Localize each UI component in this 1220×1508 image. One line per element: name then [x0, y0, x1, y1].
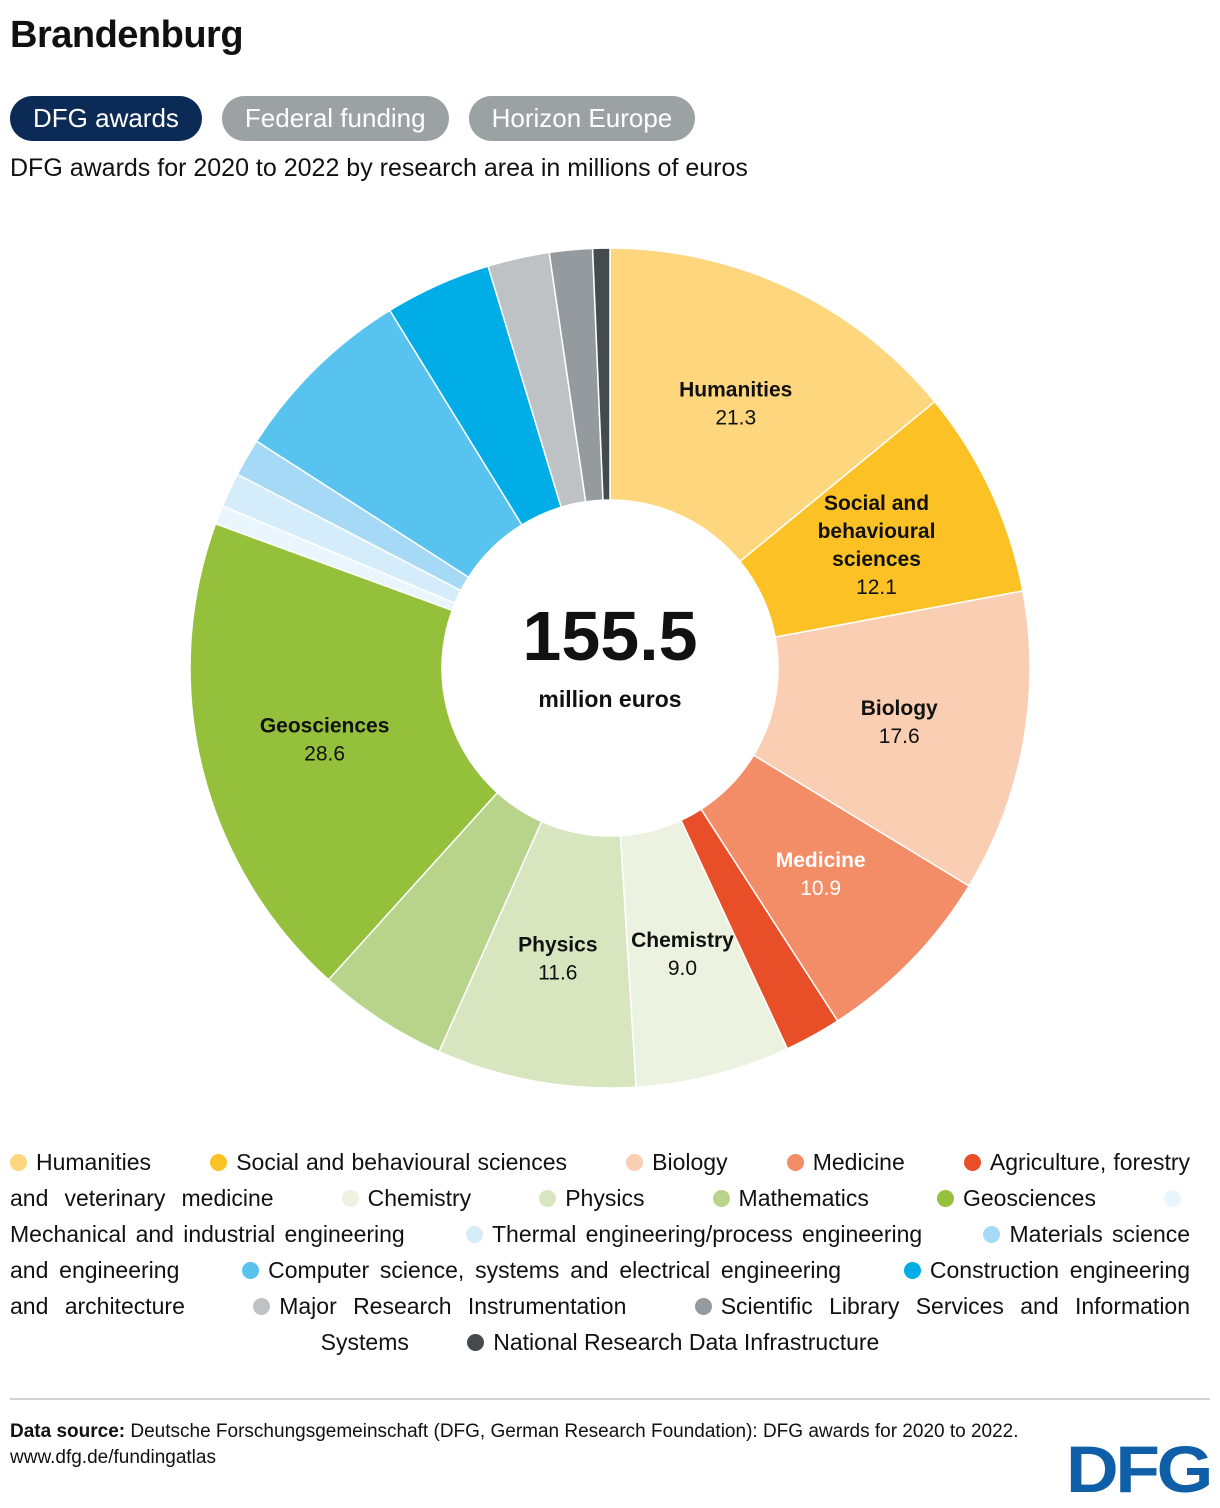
data-source-text: Deutsche Forschungsgemeinschaft (DFG, Ge… — [130, 1421, 1019, 1442]
legend-item[interactable]: Mathematics — [712, 1185, 869, 1211]
legend-swatch — [626, 1154, 644, 1171]
legend-label: Mathematics — [738, 1185, 869, 1211]
legend-swatch — [694, 1298, 712, 1315]
slice-label: Chemistry 9.0 — [631, 929, 734, 980]
donut-slices — [189, 247, 1031, 1089]
legend-item[interactable]: Mechanical and industrial engineering — [10, 1185, 1190, 1247]
slice-label-name: Chemistry — [631, 929, 734, 952]
legend-swatch — [242, 1262, 260, 1279]
legend-label: National Research Data Infrastructure — [493, 1329, 880, 1355]
slice-label: Biology 17.6 — [861, 697, 938, 748]
chart-legend: Humanities Social and behavioural scienc… — [10, 1144, 1190, 1360]
legend-item[interactable]: Construction engineering and architectur… — [10, 1257, 1190, 1319]
slice-label-name: Social and — [824, 492, 929, 515]
legend-swatch — [963, 1154, 981, 1171]
legend-item[interactable]: Medicine — [786, 1149, 905, 1175]
legend-item[interactable]: Biology — [626, 1149, 728, 1175]
slice-biology[interactable] — [752, 590, 1031, 888]
legend-swatch — [937, 1190, 954, 1207]
tab-dfg-awards[interactable]: DFG awards — [10, 96, 202, 141]
tab-bar: DFG awards Federal funding Horizon Europ… — [10, 96, 696, 141]
slice-label-value: 12.1 — [856, 576, 897, 599]
slice-label: Medicine 10.9 — [776, 849, 866, 900]
slice-label-value: 21.3 — [715, 406, 756, 429]
center-total-value: 155.5 — [522, 597, 697, 675]
legend-label: Construction engineering and architectur… — [10, 1257, 1190, 1319]
legend-item[interactable]: Computer science, systems and electrical… — [242, 1257, 841, 1283]
slice-label-value: 17.6 — [879, 725, 920, 748]
chart-subtitle: DFG awards for 2020 to 2022 by research … — [10, 154, 748, 182]
legend-label: Chemistry — [367, 1185, 472, 1211]
slice-label-name: sciences — [832, 548, 921, 571]
legend-item[interactable]: Physics — [539, 1185, 644, 1211]
tab-horizon-europe[interactable]: Horizon Europe — [468, 96, 696, 141]
legend-swatch — [786, 1154, 804, 1171]
legend-label: Medicine — [812, 1149, 905, 1175]
footer-divider — [10, 1398, 1210, 1400]
legend-label: Biology — [652, 1149, 728, 1175]
center-total-unit: million euros — [538, 686, 681, 712]
data-source: Data source: Deutsche Forschungsgemeinsc… — [10, 1419, 1040, 1471]
page-title: Brandenburg — [10, 14, 244, 56]
legend-item[interactable]: Major Research Instrumentation — [253, 1293, 626, 1319]
legend-item[interactable]: Thermal engineering/process engineering — [466, 1221, 922, 1247]
legend-label: Agriculture, forestry and veterinary med… — [10, 1149, 1191, 1211]
legend-item[interactable]: Humanities — [10, 1149, 151, 1175]
slice-label-value: 28.6 — [304, 743, 345, 766]
slice-label-name: Physics — [518, 933, 597, 956]
slice-label: Humanities 21.3 — [679, 378, 792, 429]
slice-social-and-behavioural-sciences[interactable] — [738, 400, 1024, 639]
dfg-logo-text: DFG — [1066, 1442, 1210, 1494]
dfg-logo: DFG — [1066, 1442, 1210, 1494]
legend-label: Thermal engineering/process engineering — [492, 1221, 923, 1247]
legend-swatch — [1164, 1190, 1182, 1207]
legend-item[interactable]: Chemistry — [341, 1185, 472, 1211]
data-source-url[interactable]: www.dfg.de/fundingatlas — [10, 1447, 216, 1468]
slice-label-name: Medicine — [776, 849, 866, 872]
legend-swatch — [210, 1154, 228, 1171]
legend-label: Social and behavioural sciences — [236, 1149, 567, 1175]
legend-swatch — [10, 1154, 27, 1171]
legend-item[interactable]: Geosciences — [937, 1185, 1096, 1211]
donut-chart: Humanities 21.3 Social and behavioural scien… — [189, 247, 1031, 1089]
slice-label-name: Geosciences — [260, 715, 390, 738]
slice-label-value: 11.6 — [538, 961, 577, 984]
legend-item[interactable]: National Research Data Infrastructure — [467, 1329, 879, 1355]
legend-swatch — [903, 1262, 921, 1279]
legend-item[interactable]: Scientific Library Services and Informat… — [321, 1293, 1190, 1355]
legend-item[interactable]: Materials science and engineering — [10, 1221, 1190, 1283]
legend-item[interactable]: Agriculture, forestry and veterinary med… — [10, 1149, 1190, 1211]
legend-label: Humanities — [36, 1149, 152, 1175]
slice-national-research-data-infrastructure[interactable] — [591, 247, 611, 501]
slice-computer-science-systems-and-electrical-engineering[interactable] — [255, 309, 523, 579]
slice-label: Physics 11.6 — [518, 933, 597, 984]
legend-label: Geosciences — [963, 1185, 1096, 1211]
slice-geosciences[interactable] — [189, 522, 499, 981]
legend-swatch — [712, 1190, 730, 1207]
legend-label: Major Research Instrumentation — [279, 1293, 627, 1319]
slice-humanities[interactable] — [609, 247, 936, 563]
legend-label: Materials science and engineering — [10, 1221, 1191, 1283]
slice-label-name: Biology — [861, 697, 938, 720]
donut-slice-labels: Humanities 21.3 Social and behavioural scien… — [260, 378, 938, 984]
legend-swatch — [983, 1226, 1001, 1243]
legend-label: Scientific Library Services and Informat… — [320, 1293, 1191, 1355]
legend-swatch — [341, 1190, 359, 1207]
slice-label-value: 10.9 — [800, 877, 841, 900]
legend-swatch — [539, 1190, 557, 1207]
legend-label: Mechanical and industrial engineering — [10, 1221, 405, 1247]
slice-label: Geosciences 28.6 — [260, 715, 390, 766]
legend-item[interactable]: Social and behavioural sciences — [210, 1149, 567, 1175]
slice-label-value: 9.0 — [668, 957, 697, 980]
legend-swatch — [467, 1334, 485, 1351]
legend-label: Computer science, systems and electrical… — [268, 1257, 842, 1283]
tab-federal-funding[interactable]: Federal funding — [221, 96, 449, 141]
slice-label-name: Humanities — [679, 378, 792, 401]
data-source-prefix: Data source: — [10, 1421, 126, 1442]
legend-swatch — [253, 1298, 271, 1315]
legend-label: Physics — [565, 1185, 645, 1211]
slice-label-name: behavioural — [818, 520, 936, 543]
slice-label: Social and behavioural sciences 12.1 — [818, 492, 936, 599]
legend-swatch — [466, 1226, 483, 1243]
